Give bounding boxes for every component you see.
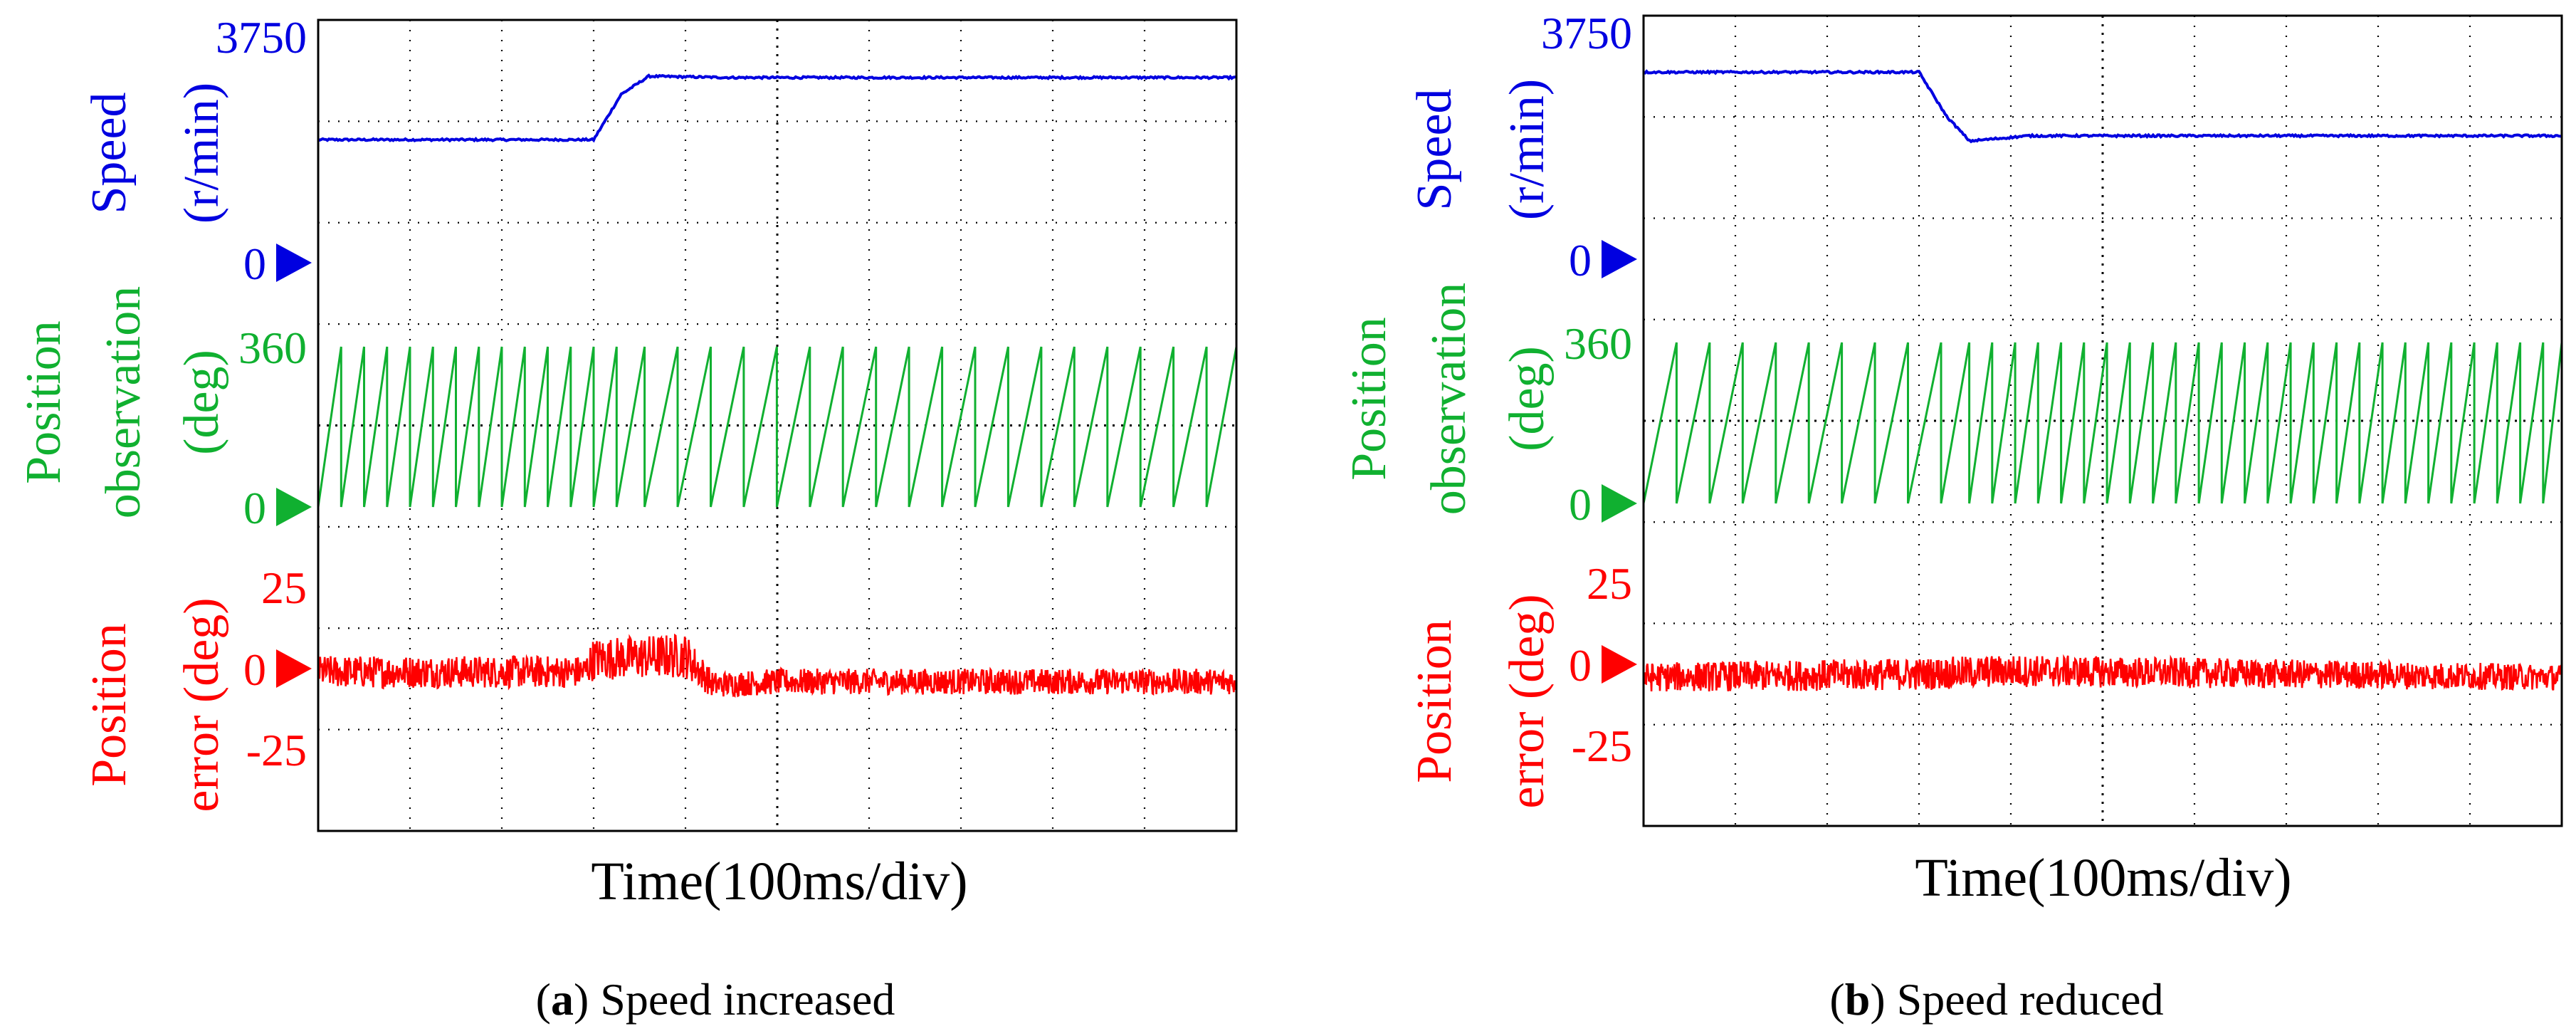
panel-a-x-label: Time(100ms/div) (591, 852, 967, 911)
panel-a-error-title-line1: Position (82, 623, 137, 787)
panel-b-position-title-line1: Position (1342, 317, 1397, 481)
panel-a-speed-trace (317, 73, 1237, 143)
panel-a-caption: (a) Speed increased (536, 974, 895, 1025)
panel-b: 3750 0 360 0 25 0 -25 Speed (r/min) Posi… (1342, 8, 2563, 1025)
panel-b-position-unit: (deg) (1500, 346, 1555, 451)
panel-b-caption-text: Speed reduced (1886, 974, 2164, 1025)
panel-a-error-trace (317, 633, 1238, 698)
panel-b-position-zero-label: 0 (1569, 479, 1592, 530)
panel-b-error-zero-marker (1602, 645, 1637, 684)
panel-b-error-bottom-label: -25 (1572, 721, 1632, 771)
panel-a-speed-title: Speed (82, 92, 137, 214)
panel-a-error-top-label: 25 (261, 563, 307, 613)
panel-b-caption: (b) Speed reduced (1829, 974, 2163, 1025)
panel-b-speed-title: Speed (1407, 88, 1462, 210)
panel-a-speed-zero-label: 0 (243, 239, 266, 289)
panel-a-error-bottom-label: -25 (246, 725, 307, 775)
panel-a-frame (317, 19, 1238, 832)
panel-a-error-zero-label: 0 (243, 644, 266, 695)
panel-b-x-label: Time(100ms/div) (1915, 848, 2291, 908)
panel-b-position-title-line2: observation (1421, 283, 1476, 516)
panel-b-error-title-line2: error (deg) (1500, 594, 1555, 808)
panel-a-position-unit: (deg) (174, 350, 229, 455)
panel-a-speed-unit: (r/min) (174, 83, 229, 224)
panel-b-frame (1642, 14, 2563, 827)
panel-a-position-title-line1: Position (16, 320, 71, 484)
panel-a-position-trace (317, 346, 1238, 508)
panel-b-error-title-line1: Position (1407, 619, 1462, 783)
panel-b-error-trace (1642, 654, 2563, 692)
panel-b-speed-unit: (r/min) (1500, 79, 1555, 220)
panel-a-grid (318, 20, 1236, 831)
panel-a-position-zero-label: 0 (243, 483, 266, 533)
panel-b-position-trace (1642, 342, 2563, 504)
panel-b-grid (1644, 16, 2562, 826)
panel-a: 3750 0 360 0 25 0 -25 Speed (r/min) Posi… (16, 12, 1238, 1025)
panel-b-speed-zero-marker (1602, 240, 1637, 278)
panel-b-error-zero-label: 0 (1569, 640, 1592, 691)
panel-a-error-zero-marker (276, 649, 312, 688)
panel-a-position-title-line2: observation (96, 286, 151, 519)
panel-a-speed-top-label: 3750 (216, 12, 307, 63)
panel-b-speed-zero-label: 0 (1569, 235, 1592, 286)
panel-b-position-zero-marker (1602, 484, 1637, 523)
panel-a-speed-zero-marker (276, 244, 312, 282)
panel-b-speed-trace (1643, 69, 2562, 144)
panel-a-caption-text: Speed increased (589, 974, 895, 1025)
panel-a-caption-letter: a (551, 974, 574, 1025)
panel-b-caption-letter: b (1845, 974, 1871, 1025)
panel-a-error-title-line2: error (deg) (174, 597, 229, 812)
panel-a-position-top-label: 360 (238, 323, 307, 373)
panel-b-error-top-label: 25 (1587, 558, 1632, 609)
panel-a-position-zero-marker (276, 488, 312, 526)
panel-b-position-top-label: 360 (1564, 318, 1632, 369)
panel-b-speed-top-label: 3750 (1541, 8, 1632, 58)
